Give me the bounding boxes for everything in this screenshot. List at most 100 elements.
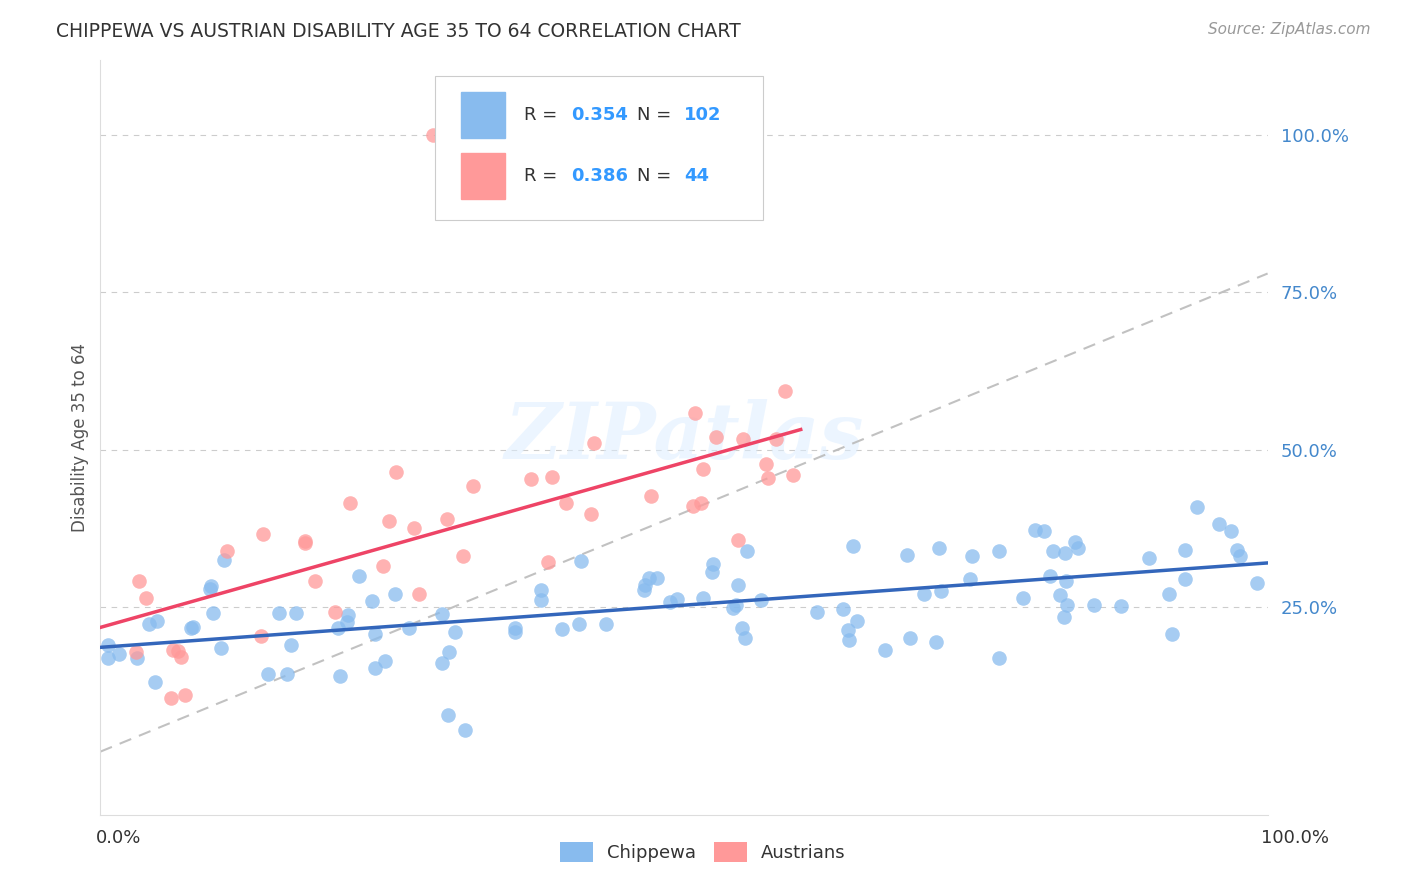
Point [568, 616, 591, 631]
Point [682, 500, 704, 514]
Point [530, 593, 553, 607]
Point [1229, 549, 1251, 563]
Point [633, 582, 655, 597]
Point [530, 582, 553, 597]
Point [640, 489, 662, 503]
Text: 0.386: 0.386 [571, 167, 627, 185]
Text: 102: 102 [683, 106, 721, 124]
Point [347, 569, 370, 583]
Point [960, 549, 983, 564]
Point [377, 514, 399, 528]
Point [702, 558, 724, 572]
Point [174, 688, 197, 702]
Point [328, 622, 350, 636]
Point [146, 614, 169, 628]
Text: Source: ZipAtlas.com: Source: ZipAtlas.com [1208, 22, 1371, 37]
Point [280, 639, 302, 653]
Point [1042, 543, 1064, 558]
Point [1054, 574, 1077, 589]
Point [398, 621, 420, 635]
Point [323, 605, 346, 619]
Point [304, 574, 326, 589]
Point [724, 598, 747, 612]
Point [454, 723, 477, 737]
Point [551, 622, 574, 636]
Point [579, 507, 602, 521]
Point [519, 473, 541, 487]
Text: 100.0%: 100.0% [1261, 829, 1329, 847]
Point [756, 471, 779, 485]
Point [364, 627, 387, 641]
Point [135, 591, 157, 606]
Point [180, 621, 202, 635]
Point [1111, 599, 1133, 613]
Point [727, 578, 749, 592]
Point [444, 624, 467, 639]
Point [555, 495, 578, 509]
Point [1039, 569, 1062, 583]
Point [1012, 591, 1035, 606]
Point [583, 435, 606, 450]
Point [503, 625, 526, 640]
Point [371, 559, 394, 574]
Point [755, 457, 778, 471]
Point [1219, 524, 1241, 539]
Point [364, 661, 387, 675]
Point [361, 593, 384, 607]
Point [730, 621, 752, 635]
Point [845, 614, 868, 628]
Point [659, 595, 682, 609]
Point [773, 384, 796, 398]
Point [645, 571, 668, 585]
Point [595, 616, 617, 631]
Point [1174, 543, 1197, 558]
Point [1137, 551, 1160, 566]
Point [294, 533, 316, 548]
Point [143, 674, 166, 689]
Point [436, 512, 458, 526]
Text: 44: 44 [683, 167, 709, 185]
Point [1054, 545, 1077, 559]
Point [181, 620, 204, 634]
Point [138, 617, 160, 632]
Point [267, 606, 290, 620]
Point [107, 647, 129, 661]
Point [276, 667, 298, 681]
Point [912, 587, 935, 601]
Point [737, 543, 759, 558]
FancyBboxPatch shape [461, 153, 505, 199]
Point [1053, 610, 1076, 624]
Point [925, 635, 948, 649]
Point [162, 643, 184, 657]
Point [453, 549, 475, 564]
Text: N =: N = [637, 167, 678, 185]
Text: N =: N = [637, 106, 678, 124]
Point [692, 462, 714, 476]
Text: R =: R = [524, 106, 562, 124]
Point [252, 526, 274, 541]
Point [202, 607, 225, 621]
Point [294, 536, 316, 550]
Point [209, 641, 232, 656]
Point [97, 638, 120, 652]
Point [329, 669, 352, 683]
Y-axis label: Disability Age 35 to 64: Disability Age 35 to 64 [72, 343, 89, 532]
Point [160, 691, 183, 706]
Point [569, 554, 592, 568]
Point [408, 587, 430, 601]
Point [128, 574, 150, 588]
Point [503, 621, 526, 635]
Point [638, 571, 661, 585]
Point [540, 470, 562, 484]
Point [782, 467, 804, 482]
Point [430, 656, 453, 670]
Text: ZIPatlas: ZIPatlas [505, 399, 863, 475]
Point [702, 566, 724, 580]
Point [200, 579, 222, 593]
Point [896, 548, 918, 562]
Point [436, 708, 458, 723]
Point [339, 496, 361, 510]
Point [97, 651, 120, 665]
Point [461, 479, 484, 493]
Point [215, 544, 238, 558]
